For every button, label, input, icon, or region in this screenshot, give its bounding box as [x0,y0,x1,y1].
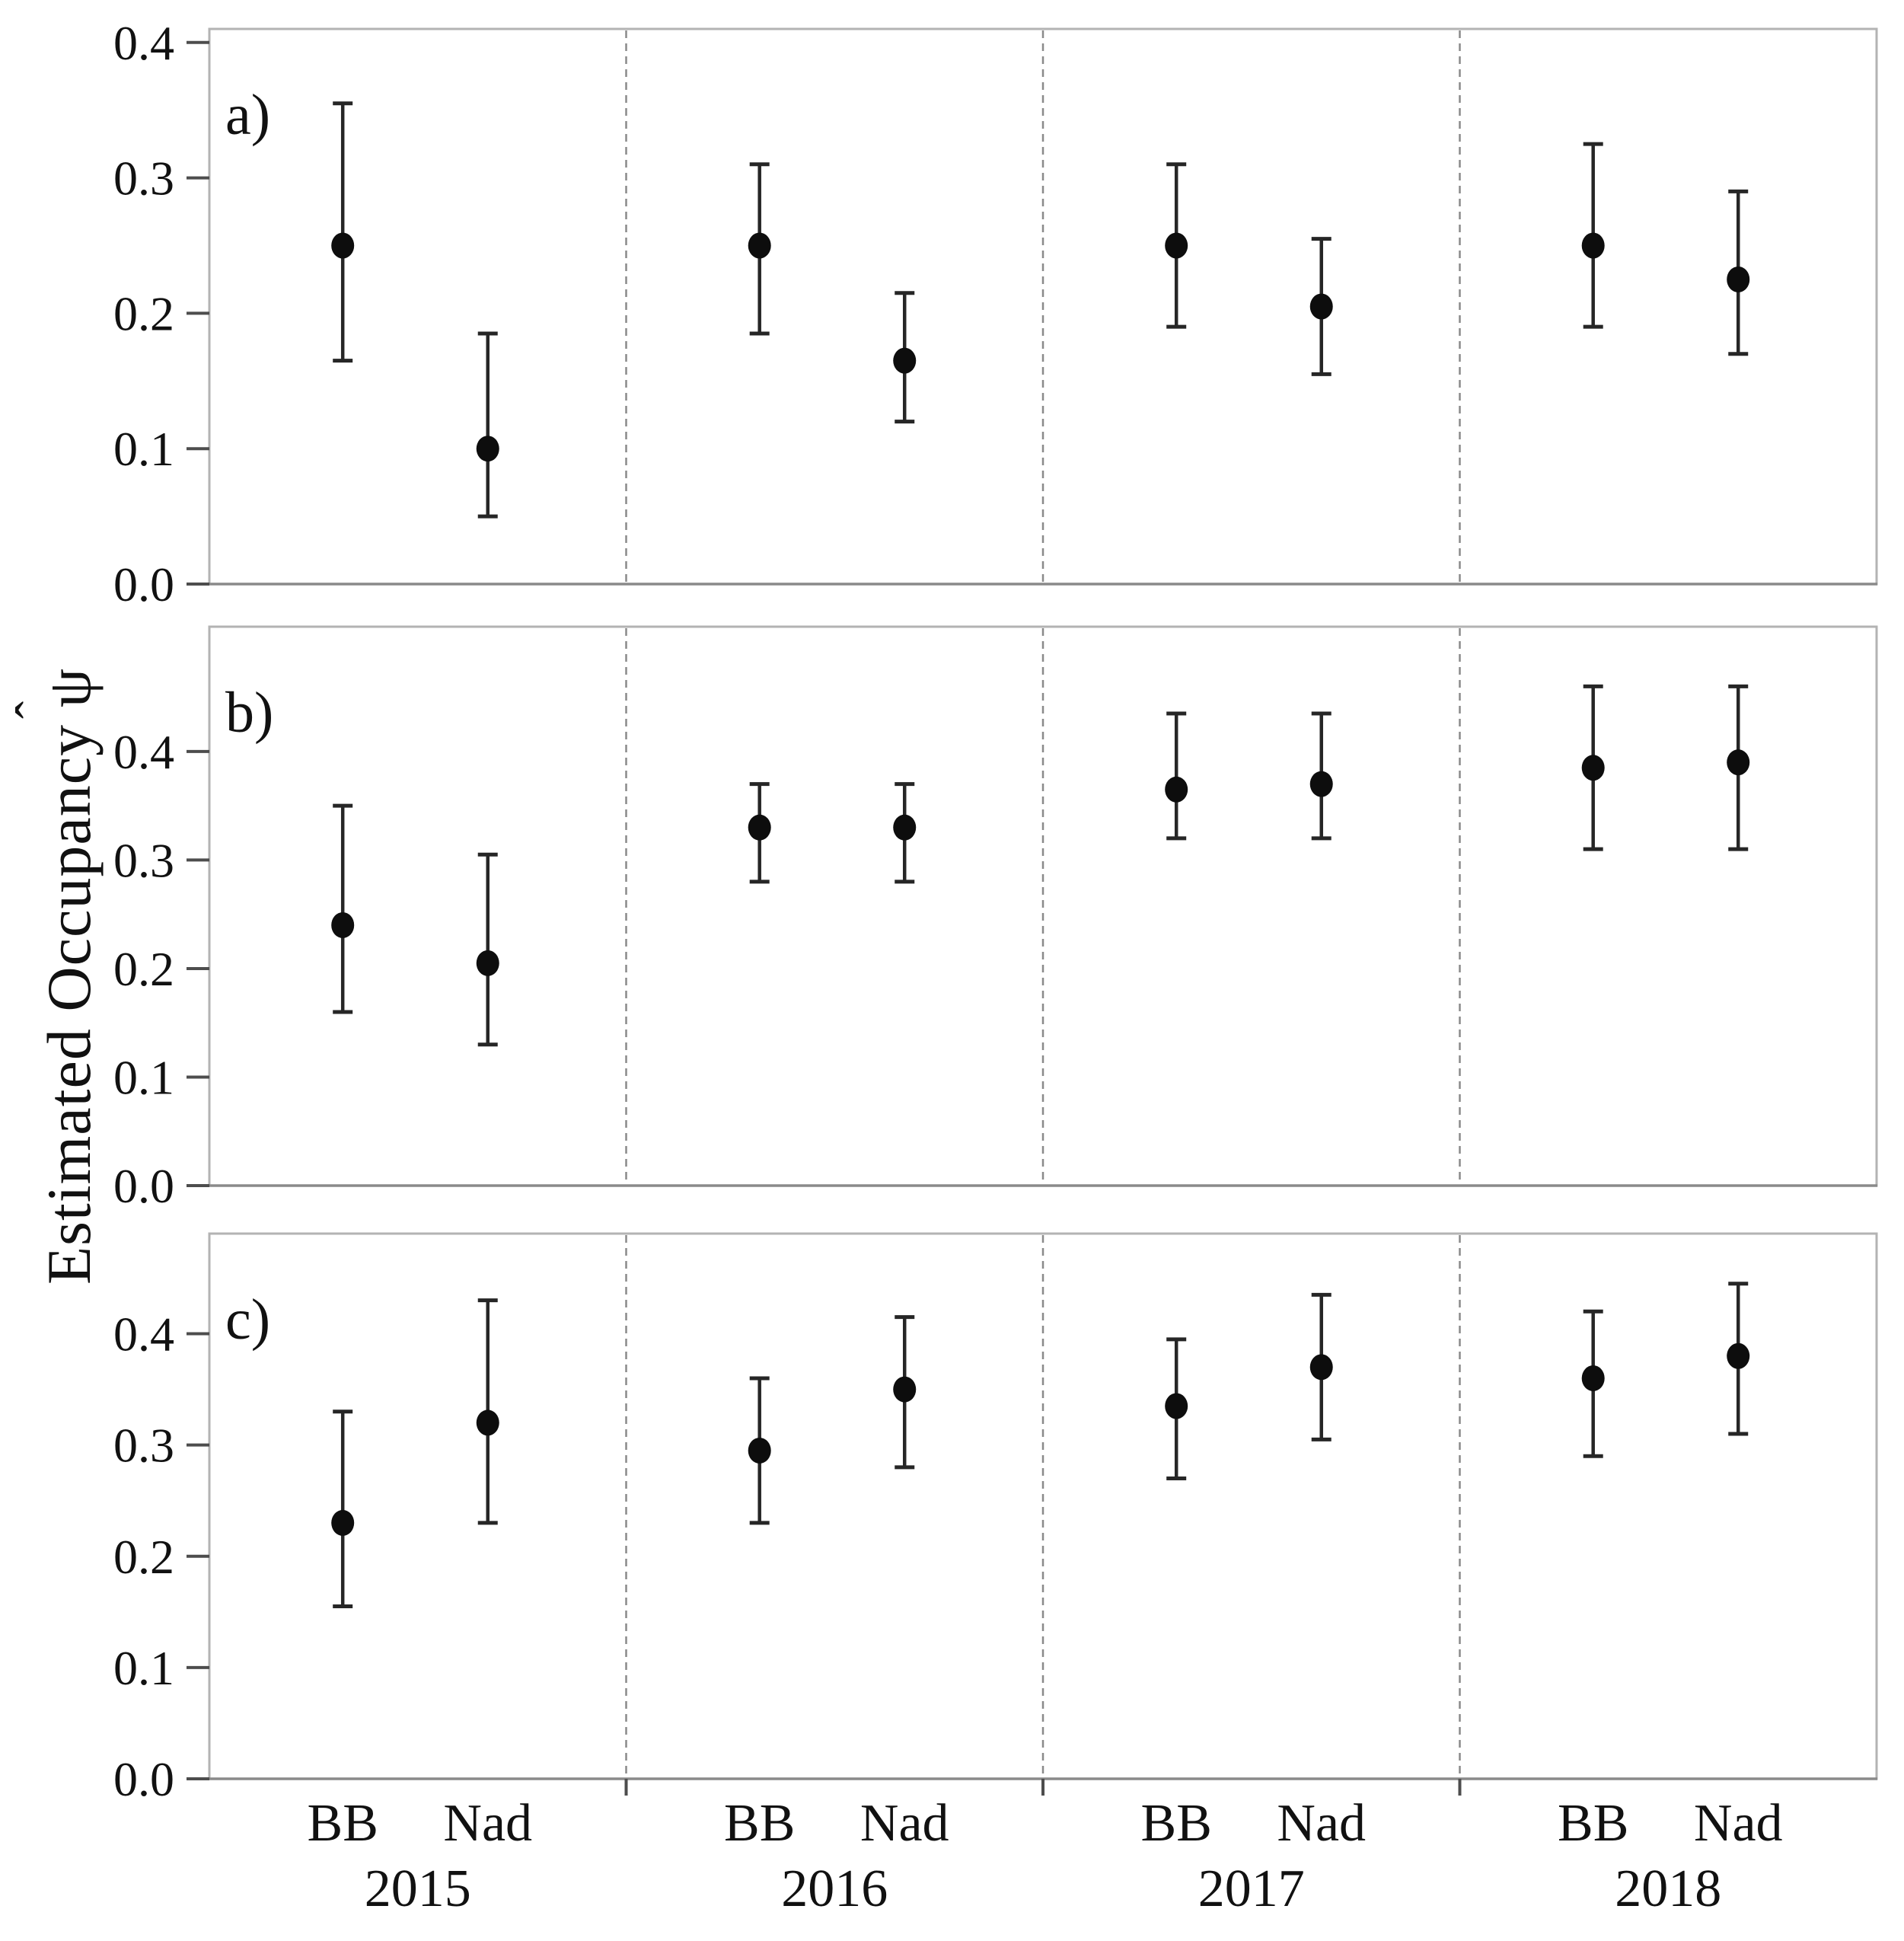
y-tick-label: 0.2 [113,286,174,340]
data-point [1581,755,1605,781]
y-tick-label: 0.1 [113,1050,174,1104]
data-point [476,436,499,462]
x-site-label: Nad [1694,1794,1783,1853]
data-point [893,1376,917,1403]
data-point [1727,266,1750,292]
y-tick-label: 0.0 [113,557,174,611]
y-tick-label: 0.1 [113,1641,174,1695]
data-point [748,814,771,841]
panel-letter: a) [225,83,270,147]
y-tick-label: 0.2 [113,942,174,996]
y-axis-label-text: Estimated Occupancy [34,723,104,1285]
data-point [1581,1365,1605,1391]
data-point [331,232,355,259]
x-site-label: BB [1141,1794,1212,1853]
data-point [893,814,917,841]
y-tick-label: 0.3 [113,152,174,206]
data-point [1165,1393,1188,1419]
data-point [1165,232,1188,259]
data-point [1309,771,1333,797]
data-point [476,1409,499,1436]
data-point [1165,776,1188,803]
data-point [748,232,771,259]
panel-letter: c) [225,1288,270,1352]
x-site-label: BB [308,1794,378,1853]
y-tick-label: 0.2 [113,1530,174,1584]
x-year-label: 2016 [781,1860,888,1918]
y-tick-label: 0.4 [113,1307,174,1362]
x-site-label: BB [724,1794,795,1853]
y-tick-label: 0.4 [113,16,174,70]
data-point [1309,293,1333,320]
y-tick-label: 0.0 [113,1159,174,1213]
data-point [331,1509,355,1536]
y-tick-label: 0.0 [113,1752,174,1806]
data-point [476,950,499,976]
x-year-label: 2018 [1615,1860,1721,1918]
data-point [748,1437,771,1464]
panel-letter: b) [225,681,273,745]
y-tick-label: 0.1 [113,422,174,476]
x-year-label: 2015 [365,1860,471,1918]
data-point [1581,232,1605,259]
x-site-label: BB [1558,1794,1628,1853]
y-tick-label: 0.4 [113,725,174,779]
y-tick-label: 0.3 [113,833,174,887]
data-point [1309,1354,1333,1381]
x-site-label: Nad [860,1794,949,1853]
x-year-label: 2017 [1198,1860,1305,1918]
x-site-label: Nad [1277,1794,1366,1853]
y-tick-label: 0.3 [113,1419,174,1473]
psi-hat-icon: ˆ [5,700,65,719]
data-point [893,347,917,374]
data-point [331,911,355,938]
data-point [1727,1342,1750,1369]
x-site-label: Nad [443,1794,532,1853]
data-point [1727,749,1750,776]
